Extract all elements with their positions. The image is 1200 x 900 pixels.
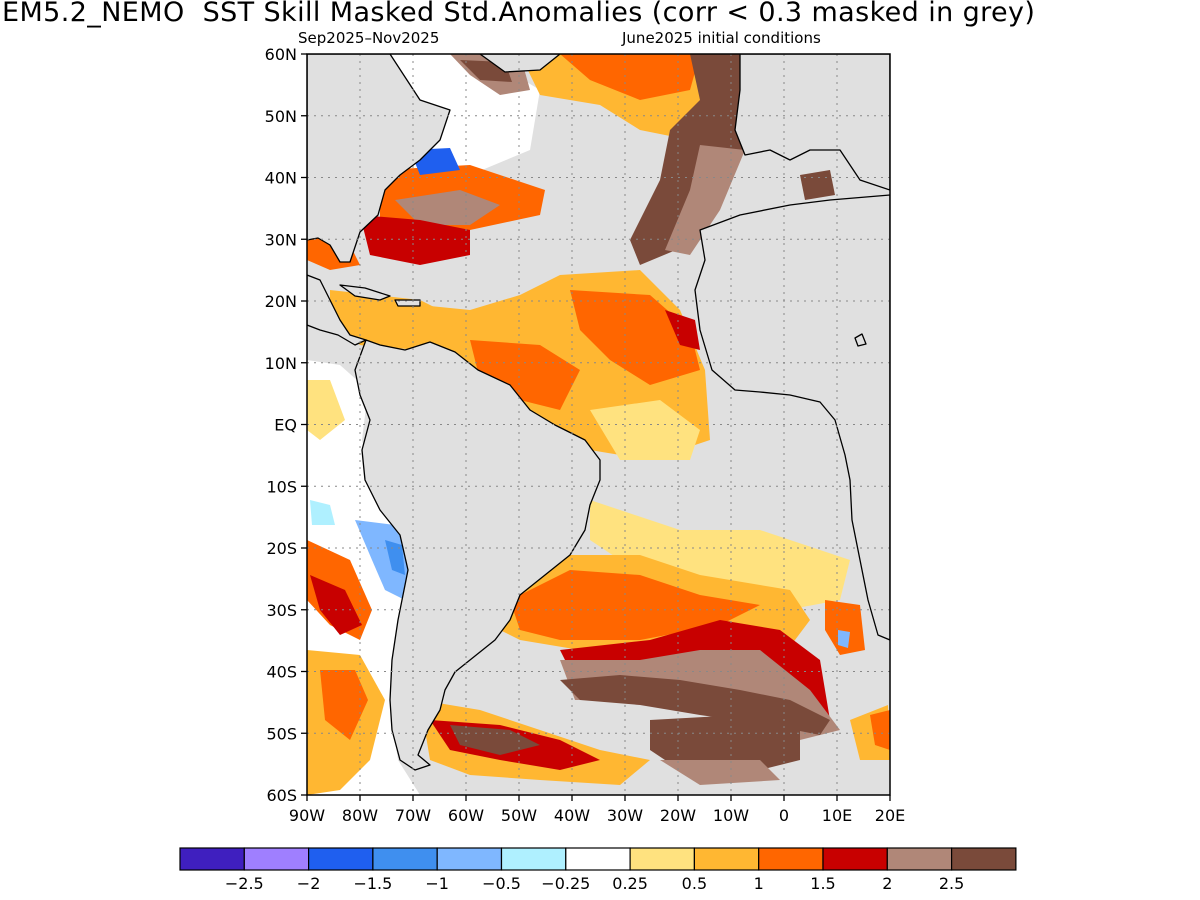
lat-tick-label: 30N	[265, 230, 297, 249]
colorbar-label: 0.5	[682, 874, 707, 893]
greenland-landmass	[479, 54, 561, 73]
anomaly-region-southern-ocean-brown	[660, 760, 780, 785]
north-america-landmass	[307, 54, 451, 263]
anomaly-region-south-pacific-orange	[320, 670, 368, 740]
anomaly-region-mediterranean-dark	[800, 170, 835, 200]
lon-tick-label: 20W	[660, 806, 696, 825]
anomaly-region-chile-hot	[310, 575, 362, 635]
colorbar-label: −1	[425, 874, 449, 893]
colorbar-swatch	[308, 847, 374, 871]
colorbar-label: 1	[754, 874, 764, 893]
colorbar-swatch	[500, 847, 567, 871]
colorbar-label: 1.5	[810, 874, 835, 893]
anomaly-region-gulf-stream-brown	[395, 190, 500, 225]
gridlines	[307, 54, 890, 795]
lon-tick-label: 0	[779, 806, 789, 825]
colorbar-swatch	[243, 847, 310, 871]
colorbar-label: −2.5	[225, 874, 264, 893]
europe-landmass	[734, 54, 890, 191]
anomaly-region-caribbean-warm	[330, 290, 460, 350]
continents	[307, 54, 890, 771]
colorbar-label: −0.5	[482, 874, 521, 893]
anomaly-region-senegal-hot	[665, 310, 700, 350]
madagascar-tip	[854, 333, 867, 347]
colorbar-swatch	[693, 847, 760, 871]
lat-tick-label: 60S	[266, 786, 297, 805]
colorbar-swatch	[629, 847, 695, 871]
lat-tick-label: 20N	[265, 292, 297, 311]
colorbar-label: 0.25	[612, 874, 648, 893]
anomaly-region-equatorial-light	[590, 400, 700, 460]
lat-tick-label: 50N	[265, 107, 297, 126]
lat-tick-label: 10S	[266, 477, 297, 496]
lon-tick-label: 50W	[501, 806, 537, 825]
lon-tick-label: 40W	[554, 806, 590, 825]
anomaly-region-cape-warm	[825, 600, 865, 655]
colorbar-label: 2	[882, 874, 892, 893]
lat-tick-label: 30S	[266, 601, 297, 620]
lon-tick-label: 60W	[448, 806, 484, 825]
colorbar-label: −1.5	[353, 874, 392, 893]
anomaly-region-benguela-cold	[838, 630, 850, 648]
anomaly-region-peru-cold	[355, 520, 412, 600]
lat-tick-label: 40S	[266, 663, 297, 682]
map-title: EM5.2_NEMO SST Skill Masked Std.Anomalie…	[2, 0, 1036, 28]
lat-tick-label: 10N	[265, 354, 297, 373]
colorbar-swatch	[950, 847, 1017, 871]
colorbar-swatch	[372, 847, 438, 871]
colorbar-swatch	[822, 847, 888, 871]
central-america-landmass	[307, 274, 367, 346]
lon-tick-label: 70W	[395, 806, 431, 825]
africa-landmass	[694, 194, 890, 641]
colorbar-label: 2.5	[939, 874, 964, 893]
lat-tick-label: 60N	[265, 45, 297, 64]
lon-tick-label: 30W	[607, 806, 643, 825]
colorbar-swatch	[436, 847, 503, 871]
latitude-axis: 60N 50N 40N 30N 20N 10N EQ 10S 20S 30S 40S 50S 60S	[265, 45, 307, 805]
lat-tick-label: EQ	[274, 416, 297, 435]
anomaly-region-us-southeast-hot	[360, 215, 470, 265]
anomaly-region-south-atlantic-light	[590, 500, 850, 615]
anomaly-region-cape-orange	[870, 710, 890, 750]
lat-tick-label: 20S	[266, 539, 297, 558]
forecast-period: Sep2025–Nov2025	[298, 29, 440, 47]
anomaly-region-north-brazil-orange	[470, 340, 580, 410]
colorbar-label: −2	[297, 874, 321, 893]
lon-tick-label: 80W	[342, 806, 378, 825]
colorbar-swatch	[886, 847, 953, 871]
colorbar-swatch	[758, 847, 824, 871]
colorbar-swatch	[179, 847, 245, 871]
lon-tick-label: 90W	[289, 806, 325, 825]
anomaly-region-peru-cold-core	[385, 540, 405, 575]
colorbar: −2.5 −2 −1.5 −1 −0.5 −0.25 0.25 0.5 1 1.5 2 2.5	[179, 847, 1017, 893]
longitude-axis: 90W 80W 70W 60W 50W 40W 30W 20W 10W 0 10E 20E	[289, 795, 905, 825]
colorbar-label: −0.25	[541, 874, 590, 893]
lon-tick-label: 20E	[875, 806, 905, 825]
anomaly-region-pacific-cold	[310, 500, 335, 525]
lon-tick-label: 10E	[822, 806, 852, 825]
anomaly-region-drake-dark	[450, 725, 540, 755]
initial-conditions-label: June2025 initial conditions	[622, 29, 821, 47]
anomaly-region-north-atlantic-orange	[560, 54, 700, 100]
anomaly-region-canary-brown	[665, 145, 745, 255]
colorbar-swatch	[565, 847, 631, 871]
cuba-island	[339, 284, 391, 301]
lat-tick-label: 40N	[265, 169, 297, 188]
lat-tick-label: 50S	[266, 724, 297, 743]
lon-tick-label: 10W	[713, 806, 749, 825]
